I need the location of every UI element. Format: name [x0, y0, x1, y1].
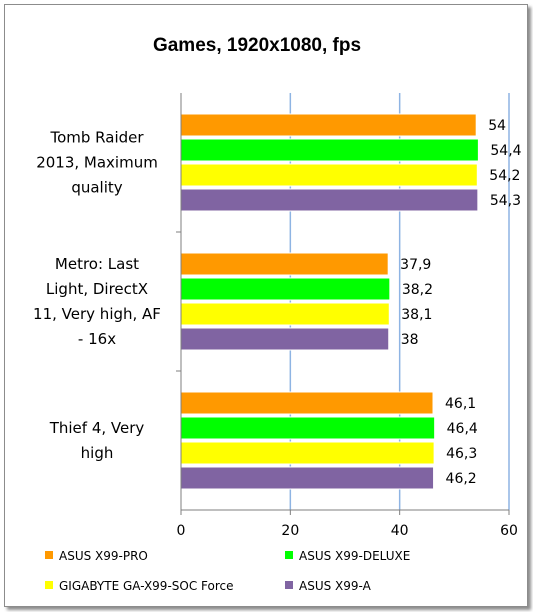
bar: [180, 277, 391, 301]
x-tick-label: 20: [281, 523, 299, 539]
legend-label: ASUS X99-A: [299, 579, 372, 593]
data-label: 54,4: [490, 143, 521, 159]
axes: [176, 93, 510, 515]
legend-label: GIGABYTE GA-X99-SOC Force: [59, 579, 234, 593]
category-label: quality: [71, 179, 122, 197]
x-tick-label: 0: [177, 523, 186, 539]
bar: [180, 416, 436, 440]
bars: [180, 113, 479, 490]
data-label: 38: [401, 332, 419, 348]
x-tick-label: 60: [500, 523, 518, 539]
category-label: Tomb Raider: [49, 129, 144, 147]
bar: [180, 466, 435, 490]
data-label: 37,9: [400, 257, 431, 273]
bar: [180, 188, 479, 212]
labels: 54 54,4 54,2 54,3 Tomb Raider 2013, Maximum qu…: [33, 118, 522, 539]
legend: ASUS X99-PRO ASUS X99-DELUXE GIGABYTE GA-X…: [45, 549, 410, 593]
data-label: 46,4: [447, 421, 478, 437]
bar: [180, 163, 478, 187]
legend-swatch: [45, 551, 53, 559]
bar: [180, 138, 479, 162]
data-label: 46,3: [446, 446, 477, 462]
legend-swatch: [285, 581, 293, 589]
category-label: high: [81, 444, 114, 462]
bar: [180, 252, 389, 276]
category-label: - 16x: [78, 330, 116, 348]
chart-frame: Games, 1920x1080, fps 54 54,4 54,2 54,3 Tomb…: [4, 4, 528, 607]
data-label: 38,2: [402, 282, 433, 298]
data-label: 46,1: [445, 396, 476, 412]
category-label: 2013, Maximum: [36, 154, 158, 172]
data-label: 38,1: [401, 307, 432, 323]
bar: [180, 441, 435, 465]
category-label: 11, Very high, AF: [33, 305, 161, 323]
data-label: 46,2: [446, 471, 477, 487]
legend-label: ASUS X99-PRO: [59, 549, 148, 563]
legend-swatch: [45, 581, 53, 589]
x-tick-label: 40: [391, 523, 409, 539]
bar: [180, 327, 390, 351]
data-label: 54,3: [490, 193, 521, 209]
category-label: Thief 4, Very: [49, 419, 145, 437]
bar-chart: Games, 1920x1080, fps 54 54,4 54,2 54,3 Tomb…: [33, 35, 522, 593]
chart-title: Games, 1920x1080, fps: [153, 35, 361, 56]
legend-label: ASUS X99-DELUXE: [299, 549, 410, 563]
category-label: Light, DirectX: [46, 280, 148, 298]
bar: [180, 113, 477, 137]
data-label: 54: [488, 118, 506, 134]
bar: [180, 391, 434, 415]
legend-swatch: [285, 551, 293, 559]
gridlines: [289, 93, 510, 510]
data-label: 54,2: [489, 168, 520, 184]
category-label: Metro: Last: [55, 255, 139, 273]
bar: [180, 302, 390, 326]
